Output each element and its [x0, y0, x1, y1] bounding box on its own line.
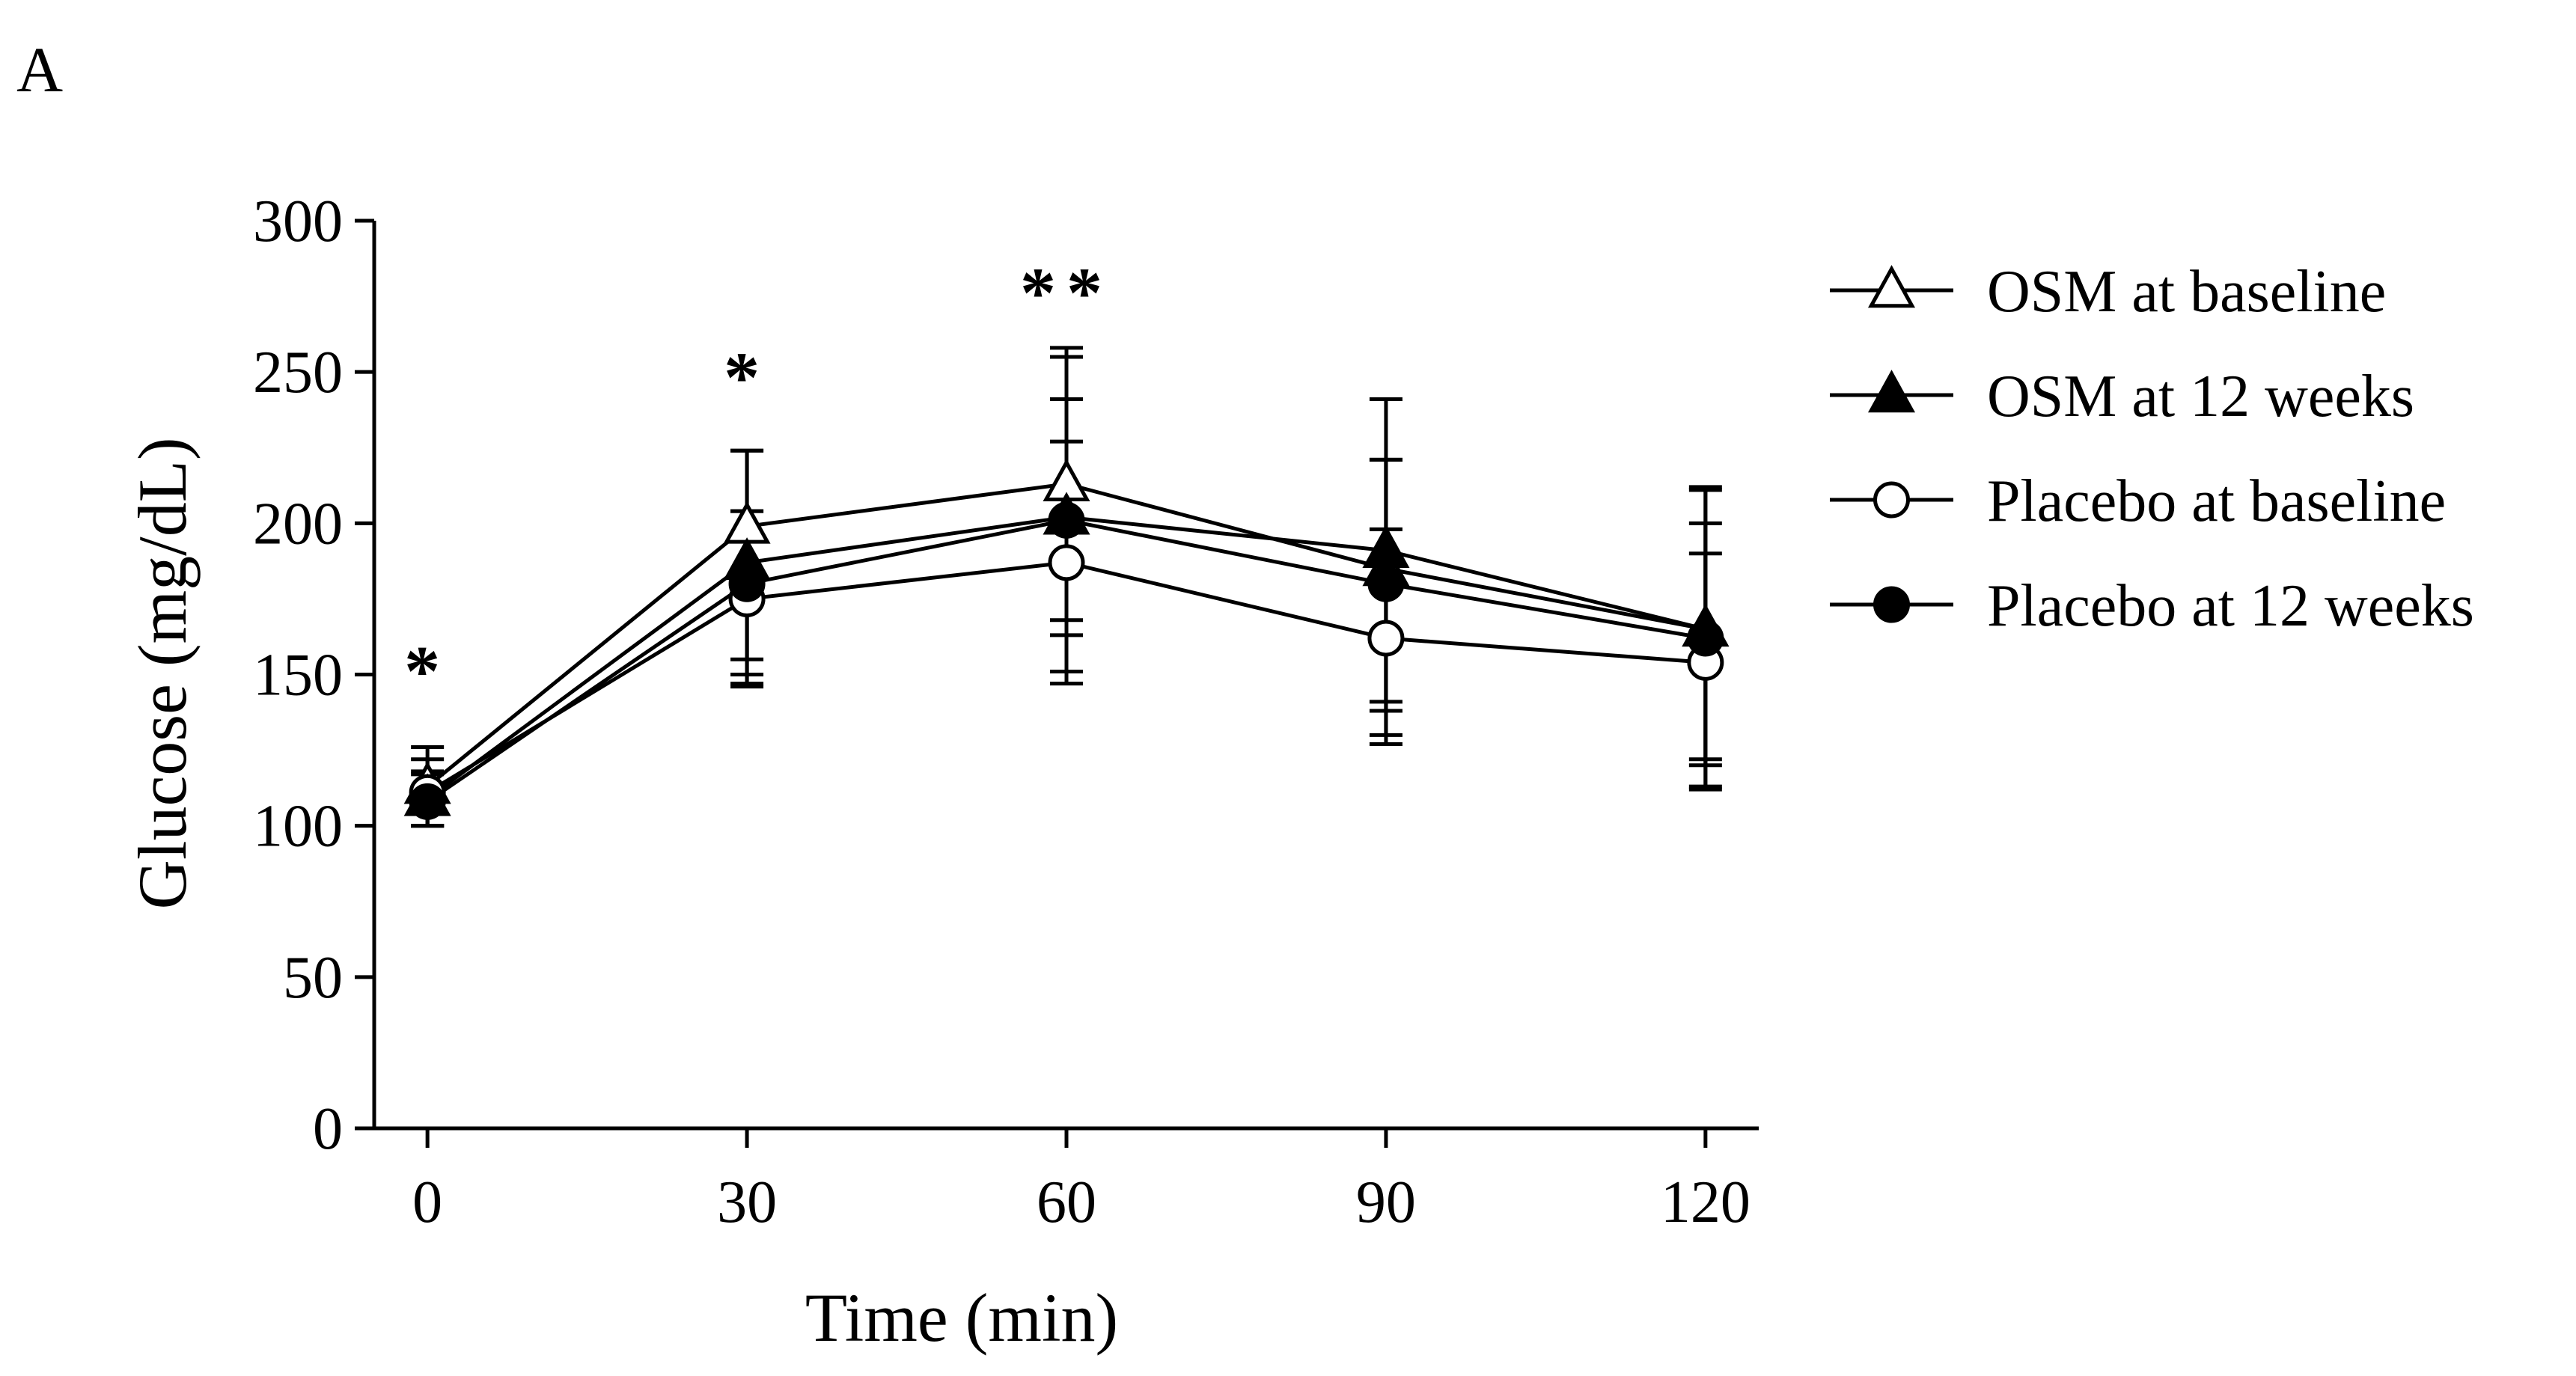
y-tick-label: 150 [253, 643, 343, 709]
y-tick-label: 300 [253, 189, 343, 254]
legend-marker [1867, 370, 1916, 413]
panel-label: A [16, 34, 63, 106]
legend-marker [1873, 586, 1910, 623]
legend-marker [1867, 265, 1916, 308]
data-point [1687, 620, 1724, 657]
significance-annotations: **** [404, 253, 1113, 711]
y-tick-label: 200 [253, 491, 343, 557]
legend-item: Placebo at baseline [1830, 468, 2446, 534]
y-axis-title: Glucose (mg/dL) [124, 437, 201, 909]
legend-label: Placebo at baseline [1987, 468, 2446, 534]
y-tick-label: 250 [253, 340, 343, 406]
data-point [1367, 565, 1405, 602]
y-tick-label: 0 [313, 1096, 343, 1162]
y-tick-label: 100 [253, 794, 343, 860]
data-point [1367, 620, 1405, 657]
x-tick-label: 30 [717, 1169, 777, 1235]
data-point [728, 565, 766, 602]
data-series-group [403, 346, 1730, 828]
significance-marker: ** [1020, 253, 1113, 333]
data-point [1048, 544, 1085, 581]
y-axis-ticks: 0 50 100 150 200 250 300 [253, 189, 374, 1162]
legend-item: OSM at 12 weeks [1830, 364, 2414, 429]
x-tick-label: 90 [1356, 1169, 1416, 1235]
x-axis-ticks: 0 30 60 90 120 [412, 1128, 1751, 1235]
x-tick-label: 0 [412, 1169, 442, 1235]
x-tick-label: 120 [1661, 1169, 1751, 1235]
data-point [1048, 501, 1085, 539]
legend-label: Placebo at 12 weeks [1987, 573, 2474, 639]
markers-placebo-at-12-weeks [409, 501, 1724, 820]
legend-label: OSM at baseline [1987, 259, 2386, 325]
y-tick-label: 50 [283, 945, 343, 1011]
error-bars-placebo-at-12-weeks [411, 355, 1722, 828]
significance-marker: * [724, 337, 770, 418]
significance-marker: * [404, 631, 451, 711]
legend-item: OSM at baseline [1830, 259, 2386, 325]
x-tick-label: 60 [1037, 1169, 1096, 1235]
x-axis-title: Time (min) [805, 1279, 1118, 1356]
data-point [409, 783, 446, 820]
legend: OSM at baseline OSM at 12 weeks Placebo at… [1830, 259, 2474, 639]
legend-item: Placebo at 12 weeks [1830, 573, 2474, 639]
legend-marker [1873, 481, 1910, 519]
legend-label: OSM at 12 weeks [1987, 364, 2414, 429]
